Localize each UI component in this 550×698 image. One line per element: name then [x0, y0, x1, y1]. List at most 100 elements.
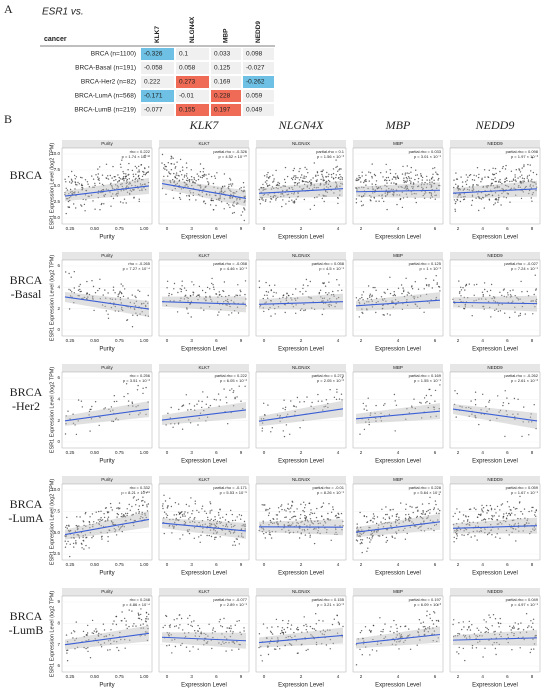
scatter-point [369, 541, 371, 543]
scatter-point [530, 648, 532, 650]
scatter-point [166, 514, 169, 517]
scatter-point [112, 623, 114, 625]
scatter-point [393, 192, 395, 194]
scatter-point [413, 192, 415, 195]
scatter-point [535, 186, 538, 188]
strip-label: MBP [393, 365, 403, 370]
confidence-band [259, 180, 343, 199]
scatter-point [197, 298, 199, 301]
scatter-point [101, 189, 104, 191]
scatter-point [312, 188, 314, 190]
scatter-point [120, 183, 122, 186]
scatter-point [116, 195, 119, 197]
scatter-point [114, 176, 116, 178]
table-cell [176, 90, 209, 102]
scatter-point [370, 519, 372, 521]
scatter-point [321, 400, 323, 402]
scatter-point [316, 507, 318, 510]
scatter-point [118, 180, 120, 182]
scatter-point [224, 519, 227, 521]
scatter-point [398, 518, 400, 521]
scatter-point [483, 619, 485, 621]
scatter-point [186, 308, 188, 310]
scatter-point [384, 184, 386, 187]
scatter-point [478, 173, 480, 176]
scatter-point [112, 420, 115, 423]
scatter-point [168, 171, 170, 173]
scatter-point [327, 183, 330, 185]
scatter-point [126, 627, 128, 630]
scatter-point [181, 514, 184, 516]
scatter-point [91, 537, 93, 539]
cell-value: 0.155 [179, 107, 196, 114]
scatter-point [500, 622, 502, 625]
scatter-point [132, 175, 135, 178]
scatter-point [309, 208, 311, 210]
scatter-point [408, 292, 410, 295]
scatter-point [179, 516, 182, 518]
scatter-point [514, 508, 517, 510]
scatter-point [387, 176, 390, 179]
scatter-point [71, 179, 73, 182]
scatter-point [107, 292, 109, 294]
scatter-point [144, 189, 147, 191]
scatter-point [430, 193, 433, 195]
scatter-point [147, 503, 150, 505]
scatter-point [429, 617, 431, 619]
scatter-point [336, 165, 338, 168]
scatter-point [143, 302, 145, 305]
scatter-point [300, 176, 302, 179]
scatter-point [65, 212, 67, 215]
scatter-point [484, 288, 486, 291]
scatter-point [426, 610, 428, 612]
scatter-point [436, 283, 438, 285]
trend-line [355, 189, 441, 193]
scatter-point [269, 519, 272, 522]
scatter-point [267, 509, 269, 511]
scatter-point [274, 313, 276, 315]
scatter-point [398, 194, 401, 196]
scatter-point [359, 648, 361, 651]
scatter-point [245, 298, 247, 300]
scatter-point [102, 184, 105, 187]
scatter-point [360, 181, 362, 183]
scatter-point [189, 650, 191, 652]
scatter-point [116, 185, 119, 187]
x-tick-label: 2 [300, 562, 303, 567]
scatter-point [409, 648, 412, 650]
scatter-point [496, 519, 498, 521]
scatter-point [475, 508, 477, 511]
scatter-point [422, 194, 424, 197]
scatter-point [410, 181, 412, 183]
scatter-point [408, 513, 410, 516]
scatter-point [272, 181, 274, 183]
scatter-point [468, 625, 470, 628]
scatter-point [220, 187, 223, 190]
scatter-point [201, 505, 204, 507]
scatter-point [119, 290, 121, 293]
scatter-point [485, 195, 487, 197]
scatter-point [212, 209, 215, 211]
scatter-point [309, 536, 311, 538]
scatter-point [110, 205, 112, 207]
scatter-point [502, 402, 505, 404]
scatter-point [172, 426, 174, 428]
scatter-point [261, 198, 263, 200]
scatter-point [338, 623, 340, 626]
scatter-point [501, 183, 503, 185]
scatter-point [179, 158, 182, 161]
scatter-point [405, 181, 407, 183]
scatter-point [360, 541, 363, 544]
scatter-point [233, 201, 235, 203]
scatter-point [269, 507, 271, 510]
scatter-point [456, 535, 458, 537]
scatter-point [329, 185, 332, 188]
scatter-point [295, 406, 297, 408]
scatter-point [70, 178, 73, 180]
scatter-point [492, 174, 495, 176]
scatter-point [503, 513, 505, 515]
scatter-point [375, 180, 378, 182]
scatter-point [509, 180, 511, 183]
x-axis-title: Purity [99, 235, 114, 241]
x-tick-label: 4 [481, 338, 484, 343]
